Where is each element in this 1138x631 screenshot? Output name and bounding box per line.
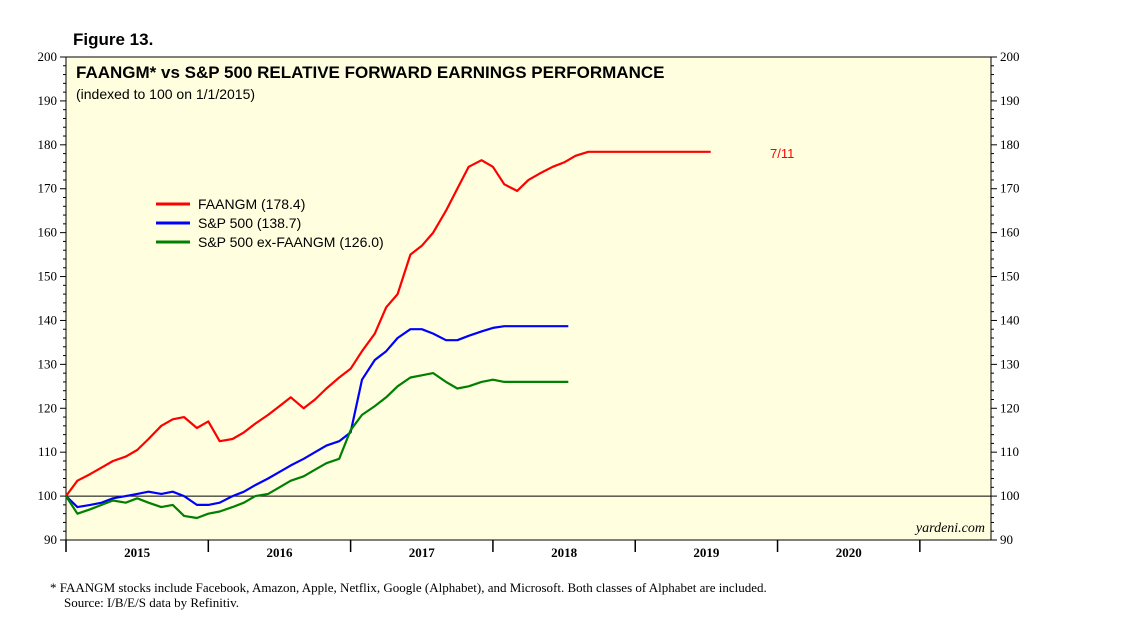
y-tick-label-right: 120: [1000, 400, 1020, 415]
figure-label: Figure 13.: [73, 30, 154, 49]
y-tick-label-right: 160: [1000, 225, 1020, 240]
y-tick-label-left: 200: [38, 49, 58, 64]
y-tick-label-left: 110: [38, 444, 57, 459]
y-tick-label-left: 100: [38, 488, 58, 503]
x-tick-label: 2015: [124, 545, 151, 560]
y-tick-label-right: 100: [1000, 488, 1020, 503]
y-tick-label-right: 140: [1000, 312, 1020, 327]
series-line-faangm: [65, 150, 711, 497]
y-tick-label-right: 110: [1000, 444, 1019, 459]
end-date-label: 7/11: [770, 146, 794, 161]
legend: FAANGM (178.4) S&P 500 (138.7) S&P 500 ex-…: [156, 196, 384, 250]
y-tick-label-right: 180: [1000, 137, 1020, 152]
y-tick-label-left: 150: [38, 269, 58, 284]
x-tick-label: 2018: [551, 545, 578, 560]
x-tick-label: 2016: [266, 545, 293, 560]
chart-title: FAANGM* vs S&P 500 RELATIVE FORWARD EARN…: [76, 63, 664, 82]
y-tick-label-right: 90: [1000, 532, 1013, 547]
x-tick-label: 2019: [693, 545, 720, 560]
y-axis-left: 90 100 110 120 130 140 150 160 170 180 190 200: [38, 49, 66, 547]
footnote-source: Source: I/B/E/S data by Refinitiv.: [64, 595, 239, 610]
legend-label: FAANGM (178.4): [198, 196, 305, 212]
y-tick-label-left: 160: [38, 225, 58, 240]
y-tick-label-left: 90: [44, 532, 57, 547]
plot-area: [65, 56, 992, 541]
x-tick-label: 2017: [409, 545, 436, 560]
series-line-s-p-500: [65, 325, 569, 509]
series-line-s-p-500-ex-faangm: [65, 372, 569, 520]
y-tick-label-left: 120: [38, 400, 58, 415]
y-tick-label-right: 190: [1000, 93, 1020, 108]
y-tick-label-left: 190: [38, 93, 58, 108]
y-tick-label-right: 170: [1000, 181, 1020, 196]
y-tick-label-left: 180: [38, 137, 58, 152]
series-layer: [65, 150, 711, 520]
y-axis-right: 90 100 110 120 130 140 150 160 170 180 190 200: [991, 49, 1020, 547]
watermark: yardeni.com: [914, 521, 985, 536]
x-axis: 2015 2016 2017 2018 2019 2020: [65, 540, 921, 560]
y-tick-label-left: 140: [38, 312, 58, 327]
legend-label: S&P 500 ex-FAANGM (126.0): [198, 234, 384, 250]
y-tick-label-right: 150: [1000, 269, 1020, 284]
y-tick-label-left: 170: [38, 181, 58, 196]
legend-label: S&P 500 (138.7): [198, 215, 301, 231]
footnote: * FAANGM stocks include Facebook, Amazon…: [50, 580, 767, 610]
footnote-line-1: * FAANGM stocks include Facebook, Amazon…: [50, 580, 767, 595]
x-tick-label: 2020: [836, 545, 862, 560]
y-tick-label-right: 200: [1000, 49, 1020, 64]
y-tick-label-left: 130: [38, 356, 58, 371]
y-tick-label-right: 130: [1000, 356, 1020, 371]
chart-subtitle: (indexed to 100 on 1/1/2015): [76, 86, 255, 102]
